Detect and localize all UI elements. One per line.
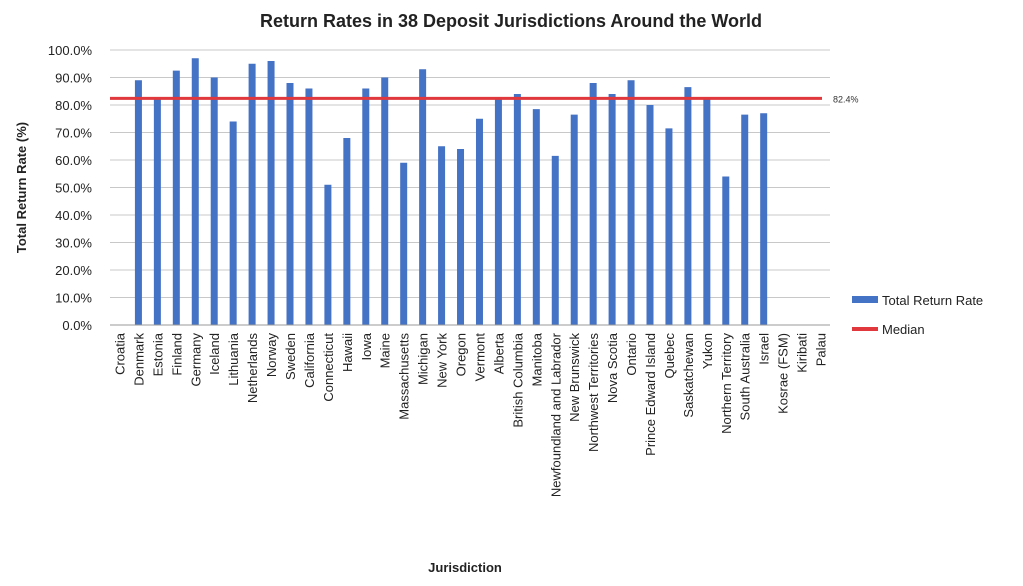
- bar: [305, 88, 313, 325]
- legend-swatch-median: [852, 327, 878, 331]
- bar: [191, 58, 199, 325]
- x-tick-label: South Australia: [738, 332, 753, 420]
- bar: [570, 114, 578, 325]
- bar: [589, 83, 597, 325]
- gridlines: [110, 49, 830, 326]
- bars: [134, 58, 768, 325]
- bar: [248, 63, 256, 325]
- bar: [172, 70, 180, 325]
- y-tick-label: 0.0%: [62, 318, 92, 333]
- x-tick-label: New Brunswick: [567, 333, 582, 422]
- bar: [703, 99, 711, 325]
- bar: [267, 61, 275, 325]
- bar: [722, 176, 730, 325]
- bar: [324, 184, 332, 325]
- y-axis-ticks: 0.0% 10.0% 20.0% 30.0% 40.0% 50.0% 60.0% 70.0% 8…: [48, 43, 93, 333]
- x-tick-label: Kosrae (FSM): [776, 333, 791, 414]
- y-tick-label: 70.0%: [55, 126, 92, 141]
- bar: [400, 162, 408, 325]
- x-tick-label: Germany: [188, 333, 203, 387]
- y-axis-title: Total Return Rate (%): [14, 122, 29, 253]
- y-tick-label: 90.0%: [55, 71, 92, 86]
- x-tick-label: Sweden: [283, 333, 298, 380]
- x-tick-label: Connecticut: [321, 333, 336, 402]
- bar: [210, 77, 218, 325]
- bar: [134, 80, 142, 325]
- x-tick-label: Ontario: [624, 333, 639, 376]
- x-tick-label: Croatia: [112, 332, 127, 375]
- legend: Total Return Rate Median: [852, 293, 983, 337]
- x-tick-label: Netherlands: [245, 333, 260, 404]
- x-tick-label: Iowa: [359, 332, 374, 360]
- bar: [475, 118, 483, 325]
- x-tick-label: Northwest Territories: [586, 333, 601, 452]
- bar: [551, 155, 559, 325]
- bar: [381, 77, 389, 325]
- bar: [760, 113, 768, 325]
- y-tick-label: 40.0%: [55, 208, 92, 223]
- x-tick-label: Massachusetts: [397, 333, 412, 420]
- x-tick-label: Saskatchewan: [681, 333, 696, 418]
- bar: [419, 69, 427, 325]
- x-tick-label: Prince Edward Island: [643, 333, 658, 456]
- x-tick-label: Estonia: [150, 332, 165, 376]
- x-tick-label: Hawaii: [340, 333, 355, 372]
- legend-label-total-return-rate: Total Return Rate: [882, 293, 983, 308]
- x-tick-label: Iceland: [207, 333, 222, 375]
- bar: [229, 121, 237, 325]
- x-tick-label: Denmark: [131, 333, 146, 386]
- x-tick-label: Oregon: [454, 333, 469, 376]
- x-tick-label: Quebec: [662, 333, 677, 379]
- bar: [286, 83, 294, 325]
- bar: [741, 114, 749, 325]
- bar: [457, 149, 465, 325]
- x-tick-label: Alberta: [491, 332, 506, 374]
- y-tick-label: 100.0%: [48, 43, 93, 58]
- bar: [684, 87, 692, 325]
- x-tick-label: Kiribati: [795, 333, 810, 373]
- legend-label-median: Median: [882, 322, 925, 337]
- x-tick-label: Nova Scotia: [605, 332, 620, 403]
- x-axis-ticks: Croatia Denmark Estonia Finland Germany Icela…: [112, 332, 828, 497]
- x-tick-label: Vermont: [472, 333, 487, 382]
- x-tick-label: Michigan: [416, 333, 431, 385]
- bar: [438, 146, 446, 325]
- median-value-label: 82.4%: [833, 94, 859, 104]
- chart-title: Return Rates in 38 Deposit Jurisdictions…: [260, 11, 762, 31]
- x-tick-label: Yukon: [700, 333, 715, 369]
- y-tick-label: 50.0%: [55, 181, 92, 196]
- x-axis-title: Jurisdiction: [428, 560, 502, 575]
- y-tick-label: 10.0%: [55, 291, 92, 306]
- x-tick-label: Finland: [169, 333, 184, 376]
- x-tick-label: Norway: [264, 333, 279, 378]
- median-line-group: 82.4%: [110, 94, 859, 104]
- bar: [532, 109, 540, 325]
- bar: [513, 94, 521, 325]
- bar: [494, 99, 502, 325]
- y-tick-label: 30.0%: [55, 236, 92, 251]
- bar: [362, 88, 370, 325]
- bar: [343, 138, 351, 325]
- bar: [627, 80, 635, 325]
- x-tick-label: Newfoundland and Labrador: [548, 332, 563, 497]
- x-tick-label: California: [302, 332, 317, 388]
- bar: [646, 105, 654, 325]
- y-tick-label: 60.0%: [55, 153, 92, 168]
- bar: [665, 128, 673, 325]
- x-tick-label: Palau: [814, 333, 829, 366]
- legend-swatch-total-return-rate: [852, 296, 878, 303]
- x-tick-label: Maine: [378, 333, 393, 368]
- x-tick-label: Northern Territory: [719, 333, 734, 434]
- y-tick-label: 80.0%: [55, 98, 92, 113]
- x-tick-label: Israel: [757, 333, 772, 365]
- bar: [608, 94, 616, 325]
- x-tick-label: Lithuania: [226, 332, 241, 386]
- y-tick-label: 20.0%: [55, 263, 92, 278]
- bar: [153, 99, 161, 325]
- x-tick-label: British Columbia: [510, 332, 525, 427]
- x-tick-label: Manitoba: [529, 332, 544, 386]
- x-tick-label: New York: [435, 333, 450, 388]
